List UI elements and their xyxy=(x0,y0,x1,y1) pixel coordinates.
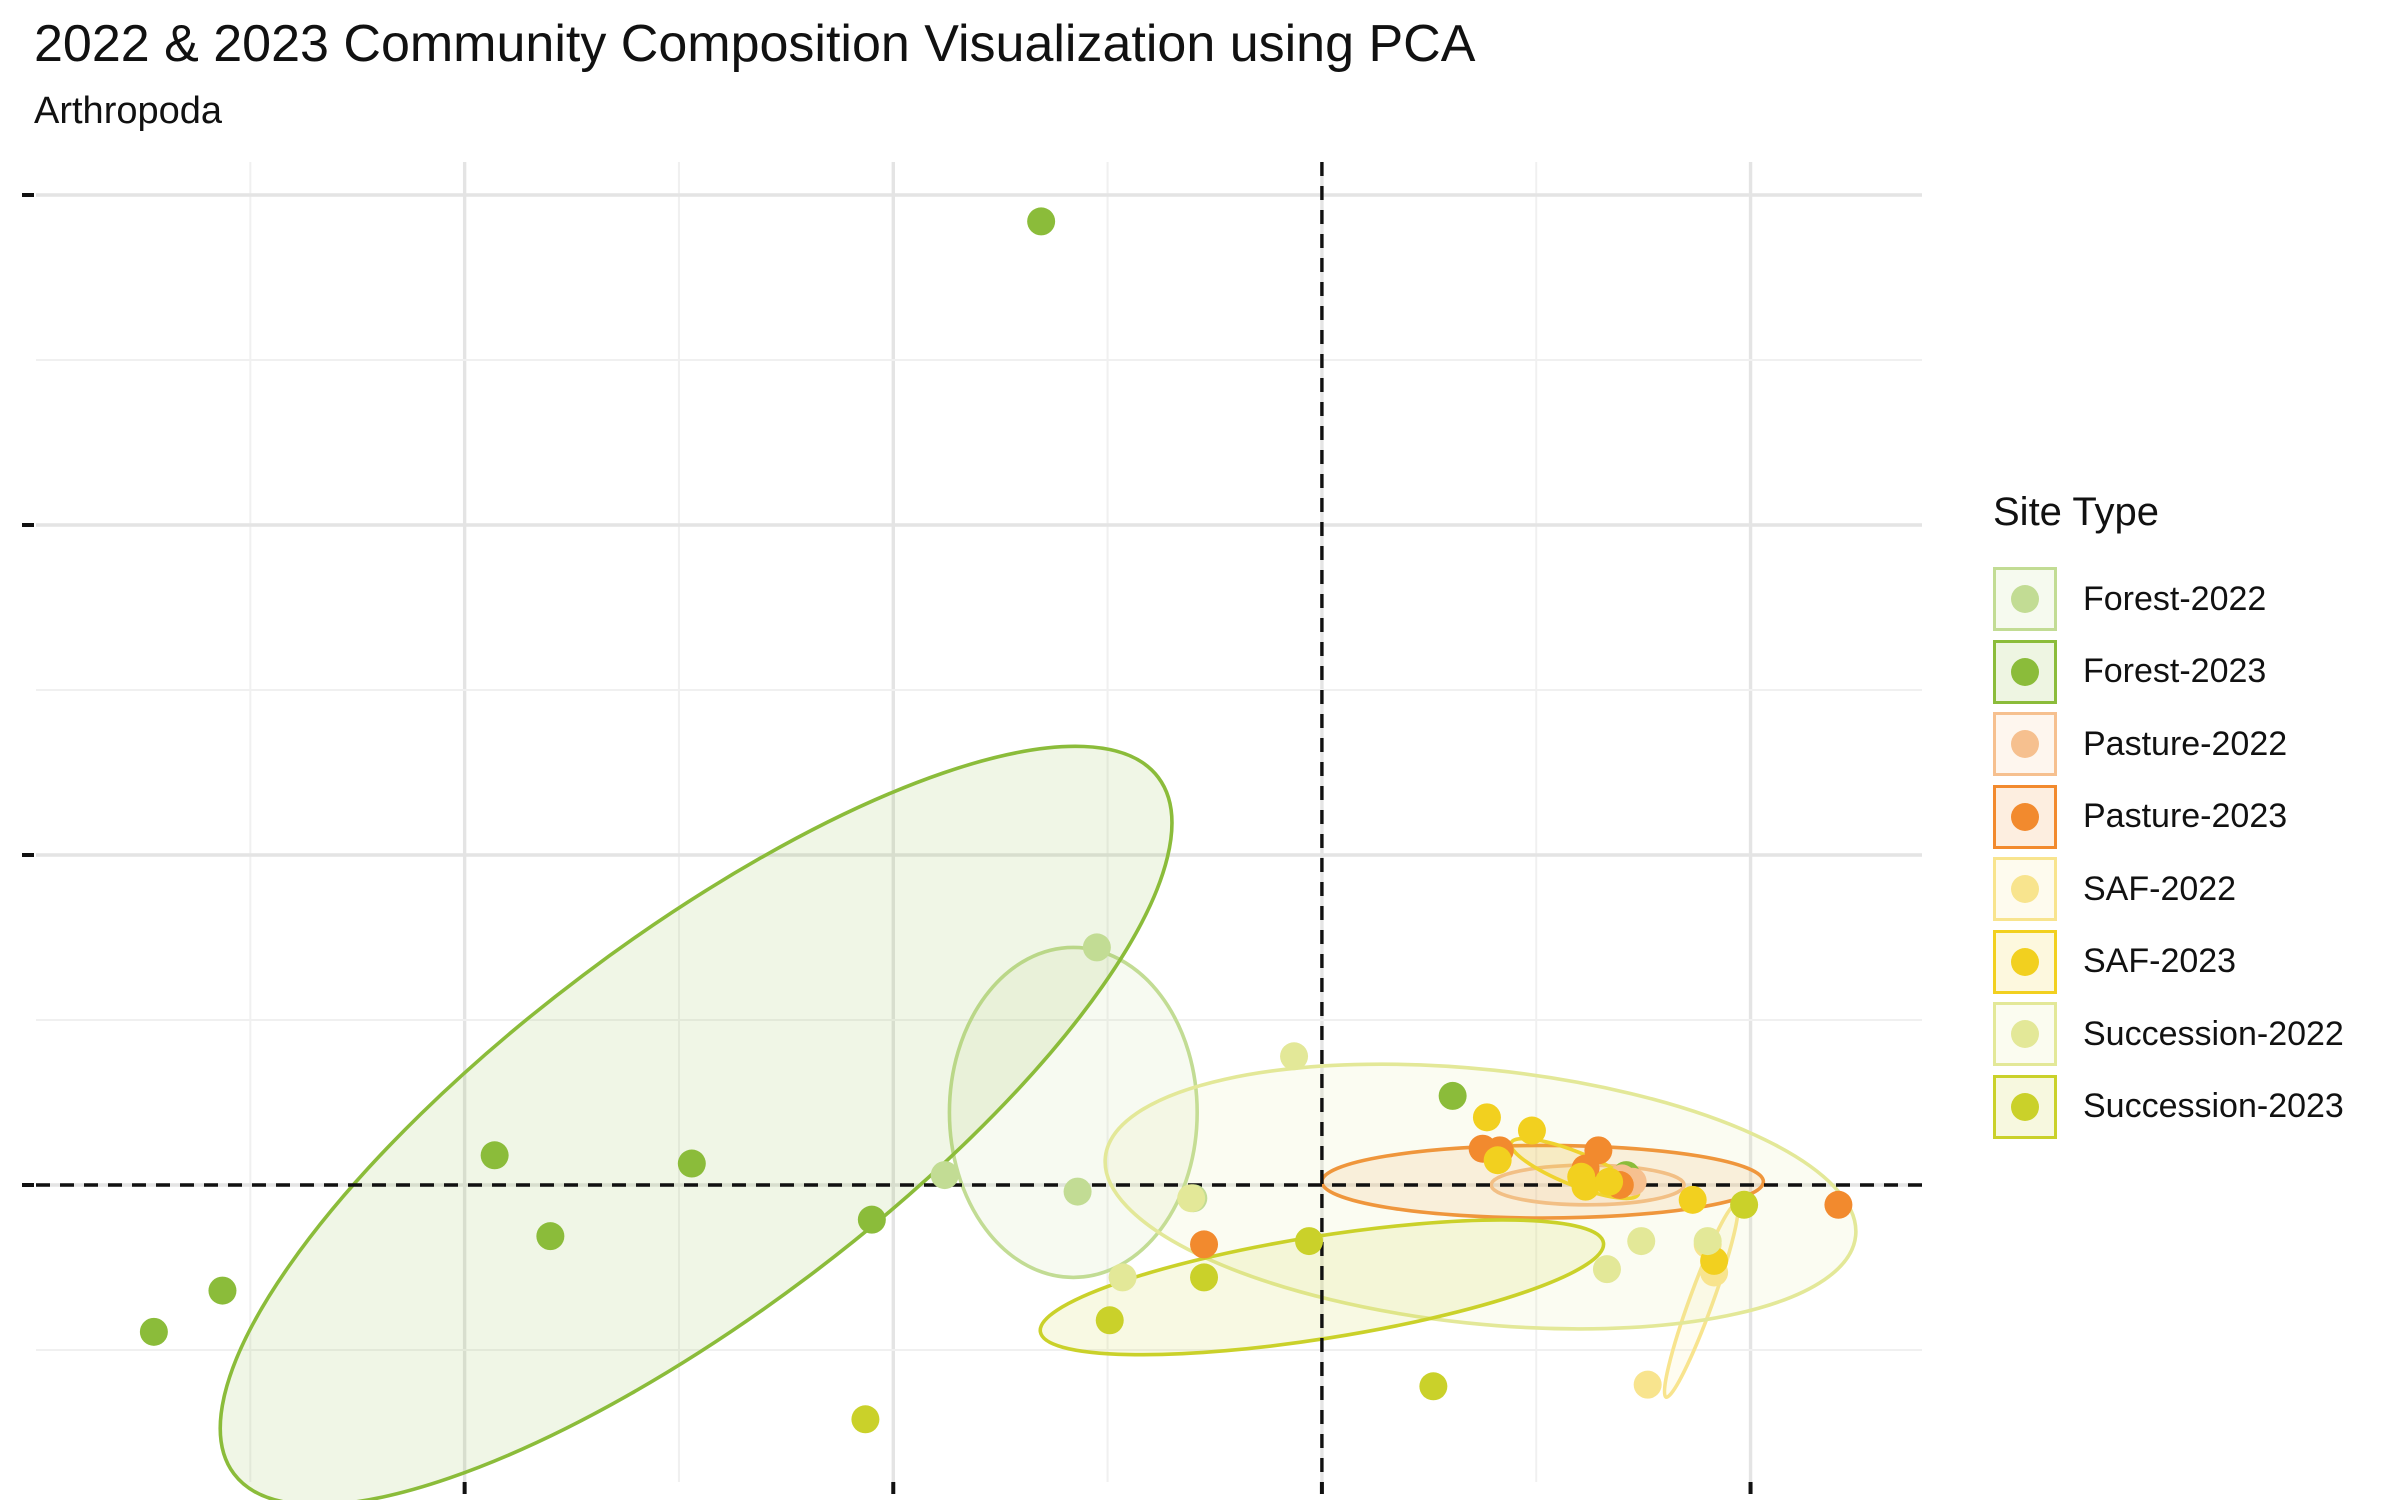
legend-label: Succession-2023 xyxy=(2083,1087,2344,1126)
point-succession-2023 xyxy=(851,1405,880,1434)
legend-item: Pasture-2023 xyxy=(1993,781,2344,854)
legend-dot-icon xyxy=(2011,947,2039,976)
legend-item: SAF-2022 xyxy=(1993,853,2344,926)
point-succession-2023 xyxy=(1730,1190,1759,1219)
point-succession-2022 xyxy=(1592,1255,1621,1284)
point-succession-2023 xyxy=(1095,1306,1124,1335)
legend-item: Forest-2023 xyxy=(1993,636,2344,709)
legend-key xyxy=(1993,857,2057,922)
point-forest-2023 xyxy=(1438,1081,1467,1110)
legend-key xyxy=(1993,784,2057,849)
point-pasture-2023 xyxy=(1824,1190,1853,1219)
legend-key xyxy=(1993,1002,2057,1067)
point-forest-2023 xyxy=(1027,207,1056,236)
legend-dot-icon xyxy=(2011,802,2039,831)
point-forest-2023 xyxy=(208,1276,237,1305)
point-saf-2023 xyxy=(1571,1172,1600,1201)
point-succession-2022 xyxy=(1108,1263,1137,1292)
legend-dot-icon xyxy=(2011,1020,2039,1049)
chart-title: 2022 & 2023 Community Composition Visual… xyxy=(34,15,1476,73)
legend-item: Forest-2022 xyxy=(1993,563,2344,636)
point-forest-2023 xyxy=(536,1222,565,1251)
point-saf-2023 xyxy=(1472,1103,1501,1132)
ellipse-succession-2022 xyxy=(1103,1062,1858,1331)
point-saf-2022 xyxy=(1633,1370,1662,1399)
ellipse-forest-2023 xyxy=(218,744,1174,1500)
axis-ticks xyxy=(22,193,1753,1494)
point-forest-2023 xyxy=(857,1205,886,1234)
legend-item: Pasture-2022 xyxy=(1993,708,2344,781)
legend-key xyxy=(1993,929,2057,994)
point-forest-2023 xyxy=(480,1141,509,1170)
legend-key xyxy=(1993,712,2057,777)
point-forest-2022 xyxy=(1082,933,1111,962)
point-saf-2023 xyxy=(1517,1116,1546,1145)
legend-title: Site Type xyxy=(1993,490,2160,534)
chart-subtitle: Arthropoda xyxy=(34,90,223,132)
legend-label: SAF-2022 xyxy=(2083,869,2237,908)
legend-dot-icon xyxy=(2011,1092,2039,1121)
point-forest-2023 xyxy=(677,1149,706,1178)
legend-dot-icon xyxy=(2011,875,2039,904)
point-pasture-2023 xyxy=(1190,1230,1219,1259)
legend-key xyxy=(1993,567,2057,632)
point-forest-2022 xyxy=(1063,1177,1092,1206)
legend-label: Succession-2022 xyxy=(2083,1014,2344,1053)
point-forest-2022 xyxy=(930,1161,959,1190)
point-forest-2023 xyxy=(139,1317,168,1346)
legend-dot-icon xyxy=(2011,657,2039,686)
legend: Forest-2022 Forest-2023 Pasture-2022 Pastur… xyxy=(1993,563,2344,1143)
legend-label: Pasture-2022 xyxy=(2083,724,2288,763)
legend-item: SAF-2023 xyxy=(1993,926,2344,999)
point-succession-2023 xyxy=(1295,1227,1324,1256)
ellipse-forest-2022 xyxy=(947,945,1199,1280)
confidence-ellipses xyxy=(218,744,1858,1500)
legend-label: Forest-2023 xyxy=(2083,652,2267,691)
point-succession-2023 xyxy=(1190,1263,1219,1292)
legend-dot-icon xyxy=(2011,585,2039,614)
point-succession-2022 xyxy=(1627,1227,1656,1256)
legend-label: Forest-2022 xyxy=(2083,579,2267,618)
legend-key xyxy=(1993,1074,2057,1139)
point-saf-2023 xyxy=(1678,1185,1707,1214)
point-succession-2022 xyxy=(1177,1184,1206,1213)
legend-item: Succession-2023 xyxy=(1993,1071,2344,1144)
legend-dot-icon xyxy=(2011,730,2039,759)
point-succession-2023 xyxy=(1419,1372,1448,1401)
legend-label: Pasture-2023 xyxy=(2083,797,2288,836)
legend-key xyxy=(1993,639,2057,704)
point-saf-2023 xyxy=(1595,1167,1624,1196)
legend-item: Succession-2022 xyxy=(1993,998,2344,1071)
point-saf-2023 xyxy=(1483,1146,1512,1175)
point-succession-2022 xyxy=(1280,1042,1309,1071)
point-succession-2022 xyxy=(1693,1227,1722,1256)
legend-label: SAF-2023 xyxy=(2083,942,2237,981)
data-points xyxy=(139,207,1853,1434)
